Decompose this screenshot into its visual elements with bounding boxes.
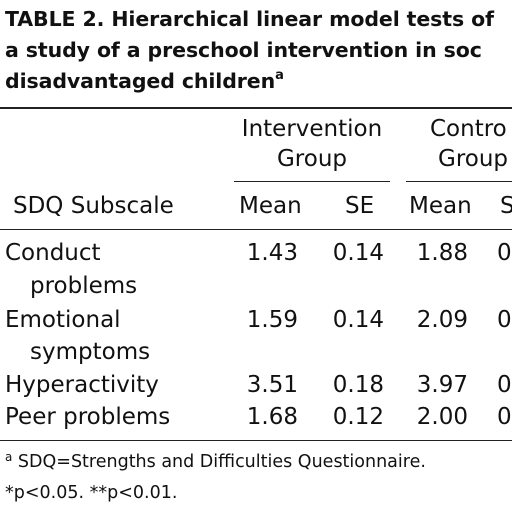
bottom-rule (0, 440, 512, 441)
row-1-control-se: 0 (497, 240, 512, 266)
table-title: TABLE 2. Hierarchical linear model tests… (5, 4, 512, 97)
footnote-a: a SDQ=Strengths and Difficulties Questio… (5, 450, 426, 472)
row-1-label-line1: Conduct (5, 240, 101, 266)
row-4-intervention-se: 0.12 (332, 404, 384, 430)
column-header-intervention-se: SE (345, 193, 375, 219)
title-footnote-marker: a (275, 68, 284, 83)
row-4-control-mean: 2.00 (416, 404, 468, 430)
title-line-1: TABLE 2. Hierarchical linear model tests… (5, 7, 494, 31)
control-group-underline (406, 181, 512, 182)
column-header-control-se: S (500, 193, 512, 219)
row-3-label: Hyperactivity (5, 372, 159, 398)
row-2-label-line2: symptoms (30, 339, 151, 365)
column-header-intervention-mean: Mean (239, 193, 302, 219)
row-2-intervention-se: 0.14 (332, 307, 384, 333)
column-header-control-mean: Mean (409, 193, 472, 219)
title-line-3: disadvantaged childrena (5, 66, 512, 97)
footnote-significance: *p<0.05. **p<0.01. (5, 483, 178, 503)
row-2-label-line1: Emotional (5, 307, 121, 333)
title-line-3-text: disadvantaged children (5, 69, 276, 93)
row-4-intervention-mean: 1.68 (246, 404, 298, 430)
footnote-a-marker: a (5, 450, 13, 464)
intervention-group-header-line1: Intervention (241, 116, 383, 142)
header-rule (0, 229, 512, 230)
row-2-intervention-mean: 1.59 (246, 307, 298, 333)
row-4-label: Peer problems (5, 404, 171, 430)
row-4-control-se: 0 (497, 404, 512, 430)
title-line-2: a study of a preschool intervention in s… (5, 38, 482, 62)
row-1-control-mean: 1.88 (416, 240, 468, 266)
column-header-subscale: SDQ Subscale (13, 193, 174, 219)
control-group-header-line1: Contro (430, 116, 507, 142)
row-2-control-se: 0 (497, 307, 512, 333)
intervention-group-underline (234, 181, 390, 182)
intervention-group-header-line2: Group (276, 146, 348, 172)
row-1-intervention-mean: 1.43 (246, 240, 298, 266)
row-2-control-mean: 2.09 (416, 307, 468, 333)
row-3-control-se: 0 (497, 372, 512, 398)
footnote-a-text: SDQ=Strengths and Difficulties Questionn… (12, 452, 426, 472)
control-group-header-line2: Group (438, 146, 509, 172)
top-rule (0, 107, 512, 109)
row-3-control-mean: 3.97 (416, 372, 468, 398)
row-3-intervention-se: 0.18 (332, 372, 384, 398)
row-1-label-line2: problems (30, 273, 138, 299)
row-3-intervention-mean: 3.51 (246, 372, 298, 398)
row-1-intervention-se: 0.14 (332, 240, 384, 266)
